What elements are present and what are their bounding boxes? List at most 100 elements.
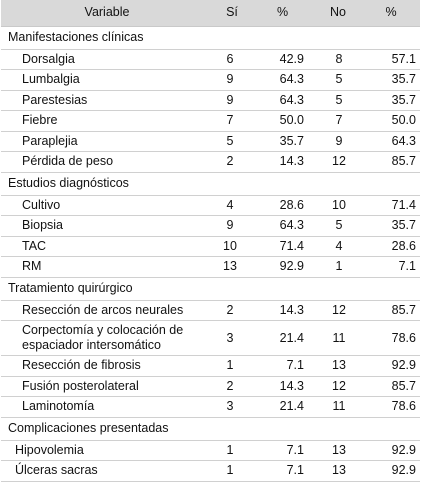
row-si-percent: 71.4 [251,236,314,257]
table-row: Lumbalgia 9 64.3 5 35.7 [1,69,420,91]
row-si-count: 2 [213,300,251,321]
table-row: Pérdida de peso 2 14.3 12 85.7 [1,151,420,173]
row-si-count: 1 [213,440,251,461]
row-no-percent: 57.1 [362,49,420,70]
header-no: No [314,0,362,27]
row-variable: Dorsalgia [1,49,213,70]
row-no-count: 13 [314,440,362,461]
header-row: Variable Sí % No % [1,0,420,27]
row-si-count: 1 [213,355,251,377]
table-row: RM 13 92.9 1 7.1 [1,256,420,278]
row-no-count: 11 [314,396,362,418]
row-si-count: 6 [213,49,251,70]
row-si-percent: 64.3 [251,69,314,91]
row-variable: Resección de fibrosis [1,355,213,377]
table-row: Corpectomía y colocación de espaciador i… [1,320,420,356]
header-percent-si: % [251,0,314,27]
header-percent-no: % [362,0,420,27]
row-no-percent: 92.9 [362,355,420,377]
row-variable: Parestesias [1,90,213,111]
row-si-percent: 7.1 [251,460,314,482]
row-no-percent: 85.7 [362,376,420,397]
row-si-count: 3 [213,396,251,418]
row-si-percent: 35.7 [251,131,314,152]
row-no-count: 13 [314,460,362,482]
row-si-percent: 42.9 [251,49,314,70]
table-row: Laminotomía 3 21.4 11 78.6 [1,396,420,418]
row-no-percent: 35.7 [362,69,420,91]
row-si-percent: 50.0 [251,110,314,132]
row-variable: Úlceras sacras [1,460,213,482]
row-variable: Paraplejia [1,131,213,152]
row-no-count: 12 [314,300,362,321]
row-variable: TAC [1,236,213,257]
row-si-count: 7 [213,110,251,132]
row-no-percent: 85.7 [362,151,420,173]
row-no-count: 5 [314,90,362,111]
row-no-count: 13 [314,355,362,377]
section-row: Tratamiento quirúrgico [1,277,420,301]
row-no-percent: 78.6 [362,396,420,418]
row-no-percent: 28.6 [362,236,420,257]
section-row: Manifestaciones clínicas [1,26,420,50]
row-no-percent: 64.3 [362,131,420,152]
header-si: Sí [213,0,251,27]
row-no-count: 5 [314,69,362,91]
row-si-percent: 7.1 [251,355,314,377]
row-si-count: 13 [213,256,251,278]
row-si-percent: 7.1 [251,440,314,461]
row-si-count: 2 [213,151,251,173]
table-header: Variable Sí % No % [1,0,420,27]
row-si-count: 9 [213,69,251,91]
row-no-count: 12 [314,151,362,173]
row-si-count: 5 [213,131,251,152]
row-si-count: 2 [213,376,251,397]
row-si-percent: 21.4 [251,320,314,356]
section-row: Complicaciones presentadas [1,417,420,441]
table-row: Biopsia 9 64.3 5 35.7 [1,215,420,237]
row-si-percent: 28.6 [251,195,314,216]
row-si-percent: 14.3 [251,300,314,321]
row-variable: RM [1,256,213,278]
header-variable: Variable [1,0,213,27]
row-si-count: 4 [213,195,251,216]
row-si-percent: 64.3 [251,215,314,237]
row-no-count: 8 [314,49,362,70]
section-title: Tratamiento quirúrgico [1,277,420,301]
row-si-count: 9 [213,215,251,237]
row-si-percent: 14.3 [251,151,314,173]
section-title: Complicaciones presentadas [1,417,420,441]
row-no-count: 5 [314,215,362,237]
row-no-percent: 35.7 [362,90,420,111]
row-variable: Lumbalgia [1,69,213,91]
section-title: Estudios diagnósticos [1,172,420,196]
row-no-count: 12 [314,376,362,397]
row-no-percent: 50.0 [362,110,420,132]
table-row: TAC 10 71.4 4 28.6 [1,236,420,257]
table-row: Paraplejia 5 35.7 9 64.3 [1,131,420,152]
row-no-percent: 7.1 [362,256,420,278]
row-no-percent: 92.9 [362,440,420,461]
row-si-count: 10 [213,236,251,257]
row-si-count: 1 [213,460,251,482]
row-variable: Laminotomía [1,396,213,418]
row-no-count: 9 [314,131,362,152]
row-si-count: 9 [213,90,251,111]
table-row: Resección de arcos neurales 2 14.3 12 85.7 [1,300,420,321]
row-variable: Hipovolemia [1,440,213,461]
row-si-percent: 21.4 [251,396,314,418]
table-row: Resección de fibrosis 1 7.1 13 92.9 [1,355,420,377]
table-body: Manifestaciones clínicas Dorsalgia 6 42.9 8 5… [1,26,420,482]
row-si-percent: 64.3 [251,90,314,111]
table-row: Parestesias 9 64.3 5 35.7 [1,90,420,111]
row-no-percent: 78.6 [362,320,420,356]
table-row: Fusión posterolateral 2 14.3 12 85.7 [1,376,420,397]
table-row: Hipovolemia 1 7.1 13 92.9 [1,440,420,461]
row-variable: Fusión posterolateral [1,376,213,397]
row-variable: Biopsia [1,215,213,237]
row-no-percent: 85.7 [362,300,420,321]
row-si-count: 3 [213,320,251,356]
table-row: Dorsalgia 6 42.9 8 57.1 [1,49,420,70]
table-row: Úlceras sacras 1 7.1 13 92.9 [1,460,420,482]
